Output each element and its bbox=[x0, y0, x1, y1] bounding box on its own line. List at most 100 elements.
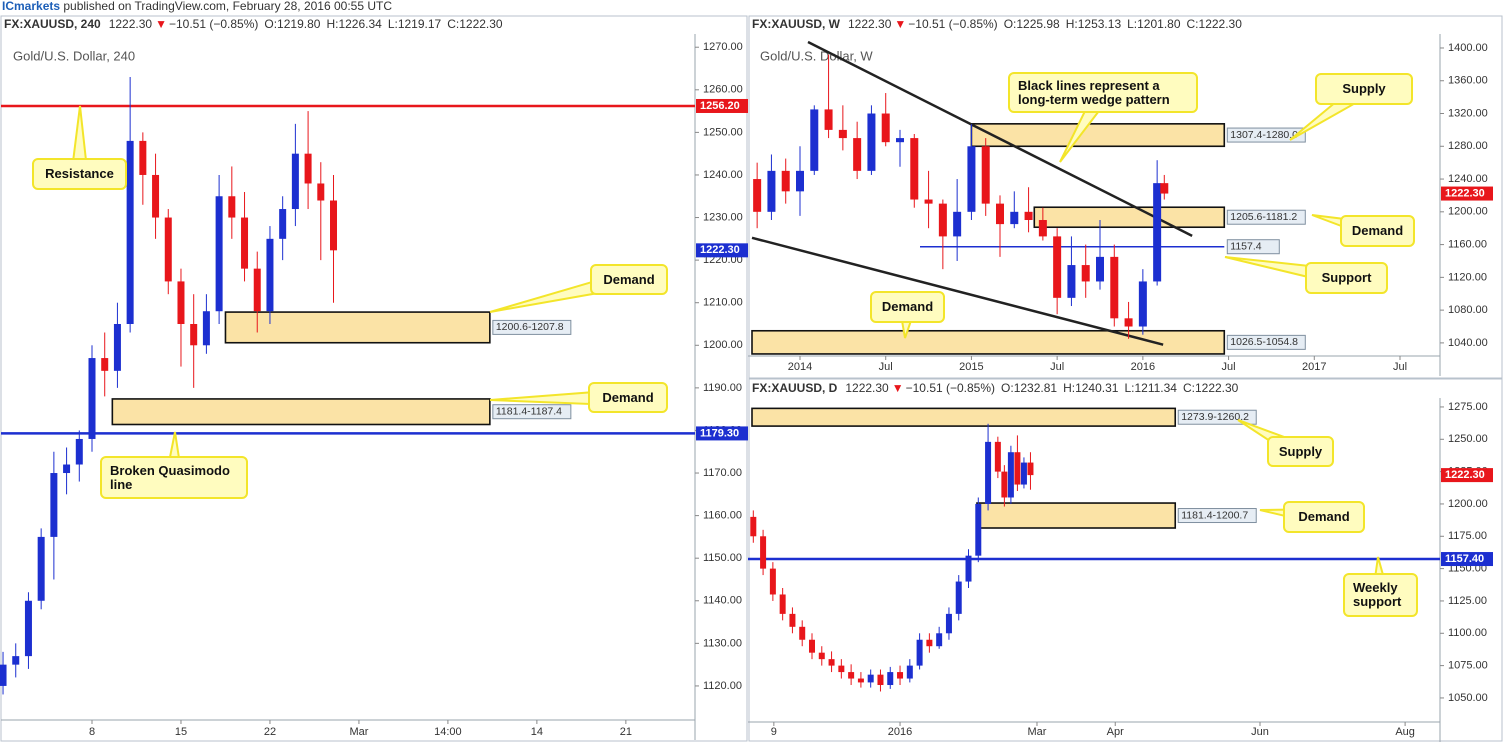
candle-body bbox=[753, 179, 762, 212]
x-tick-label: 2016 bbox=[888, 726, 912, 738]
y-tick-label: 1320.00 bbox=[1448, 107, 1488, 119]
zone-label-box bbox=[1226, 127, 1306, 143]
symbol: FX:XAUUSD, 240 bbox=[4, 17, 101, 31]
y-tick-label: 1200.00 bbox=[1448, 498, 1488, 510]
candle-body bbox=[779, 594, 786, 614]
candle-body bbox=[810, 109, 819, 171]
x-tick-label: Jul bbox=[1222, 361, 1236, 373]
ohlc-value: C:1222.30 bbox=[1187, 17, 1243, 31]
y-tick-label: 1170.00 bbox=[703, 467, 742, 479]
candle-body bbox=[63, 464, 71, 474]
candle-body bbox=[953, 211, 962, 237]
symbol-header: FX:XAUUSD, W 1222.30 ▼ −10.51 (−0.85%) O:122… bbox=[752, 17, 1242, 31]
candle-body bbox=[853, 138, 862, 171]
level-label: 1157.4 bbox=[1230, 240, 1261, 252]
zone-label-box bbox=[1226, 209, 1306, 225]
candle-body bbox=[190, 323, 198, 346]
candle-body bbox=[981, 146, 990, 204]
candle-body bbox=[1081, 265, 1090, 282]
y-tick-label: 1040.00 bbox=[1448, 337, 1488, 349]
y-tick-label: 1270.00 bbox=[703, 41, 743, 53]
candle-body bbox=[857, 678, 864, 683]
callout: Black lines represent a long-term wedge … bbox=[1008, 72, 1198, 113]
candle-body bbox=[985, 441, 992, 504]
candle-body bbox=[926, 639, 933, 647]
last-price: 1222.30 bbox=[109, 17, 153, 31]
symbol-header: FX:XAUUSD, 240 1222.30 ▼ −10.51 (−0.85%) O:1… bbox=[4, 17, 503, 31]
x-tick-label: 2016 bbox=[1131, 361, 1155, 373]
candle-body bbox=[877, 674, 884, 686]
zone-label: 1205.6-1181.2 bbox=[1230, 211, 1297, 223]
candle-body bbox=[50, 473, 58, 537]
candle-body bbox=[1153, 183, 1162, 282]
candle-body bbox=[1160, 183, 1169, 194]
candle-body bbox=[330, 200, 338, 251]
y-tick-label: 1120.00 bbox=[703, 680, 742, 692]
candle-body bbox=[867, 113, 876, 171]
candle-body bbox=[317, 183, 325, 201]
candle-body bbox=[897, 672, 904, 679]
x-tick-label: 2017 bbox=[1302, 361, 1326, 373]
candle-body bbox=[781, 170, 790, 192]
y-tick-label: 1140.00 bbox=[703, 595, 742, 607]
candle-body bbox=[1007, 452, 1014, 498]
x-tick-label: 2015 bbox=[959, 361, 983, 373]
brand[interactable]: ICmarkets bbox=[2, 0, 60, 13]
chart-title: Gold/U.S. Dollar, W bbox=[760, 48, 873, 63]
y-tick-label: 1230.00 bbox=[703, 211, 743, 223]
candle-body bbox=[924, 199, 933, 204]
ohlc-value: C:1222.30 bbox=[1183, 381, 1239, 395]
zone bbox=[751, 407, 1177, 427]
x-tick-label: Aug bbox=[1395, 726, 1415, 738]
candle-body bbox=[887, 672, 894, 686]
candle-body bbox=[75, 438, 83, 465]
zone-label: 1026.5-1054.8 bbox=[1230, 336, 1298, 348]
zone-label-box bbox=[1226, 334, 1306, 350]
callout: Supply bbox=[1267, 436, 1334, 467]
zone-label: 1181.4-1187.4 bbox=[496, 405, 562, 417]
zone bbox=[111, 398, 491, 426]
zone bbox=[976, 502, 1177, 529]
y-tick-label: 1130.00 bbox=[703, 637, 742, 649]
candle-body bbox=[760, 536, 767, 569]
y-tick-label: 1400.00 bbox=[1448, 42, 1488, 54]
candle-body bbox=[838, 665, 845, 673]
x-tick-label: 21 bbox=[620, 726, 632, 738]
candle-body bbox=[838, 129, 847, 139]
candle-body bbox=[1010, 211, 1019, 225]
ohlc-value: H:1240.31 bbox=[1063, 381, 1119, 395]
candle-body bbox=[241, 217, 249, 269]
y-tick-label: 1260.00 bbox=[703, 84, 743, 96]
y-tick-label: 1150.00 bbox=[703, 552, 742, 564]
candle-body bbox=[769, 568, 776, 595]
price-tag-label: 1157.40 bbox=[1445, 553, 1484, 565]
symbol: FX:XAUUSD, W bbox=[752, 17, 841, 31]
callout: Weekly support bbox=[1343, 573, 1418, 617]
callout: Demand bbox=[870, 291, 945, 323]
candle-body bbox=[1024, 211, 1033, 221]
y-tick-label: 1360.00 bbox=[1448, 75, 1488, 87]
candle-body bbox=[0, 664, 7, 686]
candle-body bbox=[279, 209, 287, 239]
candle-body bbox=[215, 196, 223, 312]
zone bbox=[224, 311, 491, 344]
ohlc-value: O:1232.81 bbox=[1001, 381, 1057, 395]
callout: Support bbox=[1305, 262, 1388, 294]
candle-body bbox=[177, 281, 185, 324]
x-tick-label: Jul bbox=[879, 361, 893, 373]
y-tick-label: 1160.00 bbox=[703, 510, 742, 522]
x-tick-label: 14:00 bbox=[434, 726, 462, 738]
candle-body bbox=[967, 146, 976, 212]
candle-body bbox=[848, 672, 855, 679]
price-tag-label: 1256.20 bbox=[700, 100, 740, 112]
x-tick-label: 8 bbox=[89, 726, 95, 738]
trendline bbox=[751, 236, 1164, 346]
last-price-tag bbox=[1441, 186, 1493, 201]
panel-border bbox=[748, 15, 1503, 379]
candle-body bbox=[1001, 471, 1008, 498]
last-price: 1222.30 bbox=[845, 381, 889, 395]
callout: Demand bbox=[590, 264, 668, 295]
ohlc-value: O:1225.98 bbox=[1004, 17, 1060, 31]
